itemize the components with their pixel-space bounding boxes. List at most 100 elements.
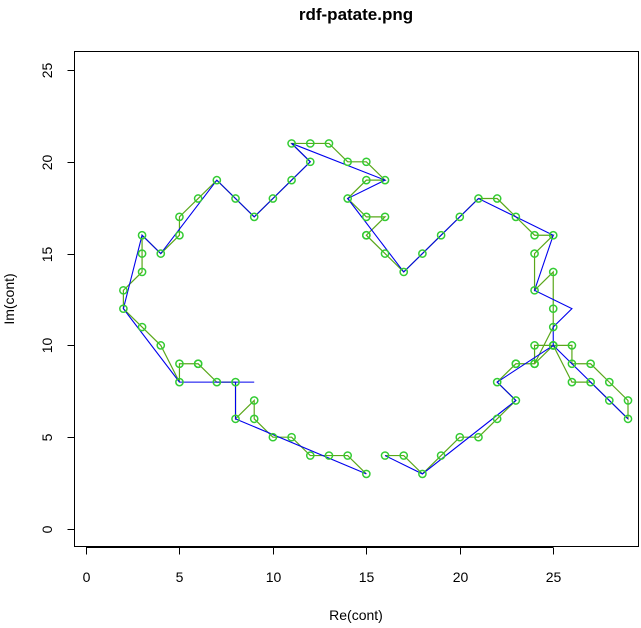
contour-point: [175, 212, 184, 222]
contour-point: [343, 194, 353, 203]
contour-point: [399, 267, 409, 277]
contour-point: [530, 249, 539, 258]
contour-point: [455, 212, 465, 222]
contour-point: [604, 396, 614, 405]
contour-point: [361, 175, 371, 185]
contour-point: [418, 249, 427, 258]
contour-point: [212, 175, 222, 185]
contour-point: [175, 377, 184, 387]
contour-point: [324, 451, 334, 460]
x-tick-label: 15: [359, 569, 375, 585]
plot-frame-group: [74, 51, 639, 547]
series-full-contour-line: [122, 142, 629, 475]
contour-point: [343, 451, 353, 460]
contour-point: [623, 414, 633, 424]
contour-point: [156, 341, 166, 350]
contour-point: [268, 194, 278, 203]
contour-point: [399, 451, 409, 460]
contour-point: [492, 377, 502, 387]
x-tick-label: 5: [176, 569, 184, 585]
contour-point: [119, 285, 128, 295]
contour-point: [268, 432, 278, 442]
contour-point: [548, 230, 558, 240]
contour-point: [436, 230, 446, 240]
contour-point: [548, 304, 558, 314]
contour-point: [548, 267, 558, 277]
series-layer: [119, 139, 633, 479]
contour-point: [623, 396, 633, 405]
contour-point: [511, 396, 521, 405]
y-tick-label: 10: [39, 338, 55, 354]
contour-point: [380, 175, 390, 185]
contour-point: [474, 194, 483, 203]
y-tick-label: 20: [39, 155, 55, 171]
contour-point: [548, 341, 558, 350]
contour-point: [567, 377, 577, 387]
contour-point: [175, 230, 184, 240]
y-axis: 0 5 10 15 20 25: [39, 63, 75, 533]
plot-frame: [74, 51, 639, 547]
series-approx-contour-line: [122, 142, 629, 475]
contour-point: [324, 139, 334, 148]
contour-point: [511, 359, 521, 369]
contour-point: [530, 359, 539, 369]
contour-point: [249, 396, 259, 405]
contour-point: [586, 359, 595, 369]
chart-title: rdf-patate.png: [299, 5, 413, 24]
contour-point: [380, 249, 390, 258]
x-tick-label: 10: [266, 569, 282, 585]
contour-point: [175, 359, 184, 369]
contour-point: [305, 139, 315, 148]
contour-point: [604, 377, 614, 387]
contour-point: [137, 249, 147, 258]
contour-point: [548, 322, 558, 332]
contour-point: [137, 322, 147, 332]
contour-point: [343, 157, 353, 167]
contour-point: [474, 432, 483, 442]
contour-point: [231, 414, 240, 424]
contour-point: [380, 451, 390, 460]
contour-point: [361, 469, 371, 479]
contour-point: [231, 377, 240, 387]
contour-point: [361, 157, 371, 167]
contour-point: [530, 341, 539, 350]
contour-point: [436, 451, 446, 460]
contour-point: [249, 414, 259, 424]
contour-point: [212, 377, 222, 387]
x-axis-label: Re(cont): [329, 607, 383, 623]
contour-point: [231, 194, 240, 203]
x-tick-label: 0: [83, 569, 91, 585]
contour-point: [137, 267, 147, 277]
y-tick-label: 25: [39, 63, 55, 79]
y-tick-label: 0: [39, 525, 55, 533]
contour-point: [287, 432, 296, 442]
contour-point: [119, 304, 128, 314]
contour-point: [380, 212, 390, 222]
contour-point: [361, 212, 371, 222]
contour-point: [287, 175, 296, 185]
contour-point: [418, 469, 427, 479]
y-tick-label: 15: [39, 247, 55, 263]
x-tick-label: 20: [453, 569, 469, 585]
contour-point: [455, 432, 465, 442]
contour-point: [567, 341, 577, 350]
contour-point: [586, 377, 595, 387]
contour-point: [305, 451, 315, 460]
contour-point: [492, 414, 502, 424]
contour-point: [361, 230, 371, 240]
contour-point: [530, 230, 539, 240]
x-axis: 0 5 10 15 20 25: [83, 547, 562, 585]
contour-point: [193, 194, 203, 203]
y-axis-label: Im(cont): [1, 273, 17, 324]
contour-point: [567, 359, 577, 369]
contour-point: [249, 212, 259, 222]
x-tick-label: 25: [546, 569, 562, 585]
contour-point: [530, 285, 539, 295]
contour-point: [511, 212, 521, 222]
contour-point: [305, 157, 315, 167]
y-tick-label: 5: [39, 433, 55, 441]
contour-point: [287, 139, 296, 148]
contour-point: [156, 249, 166, 258]
contour-point: [492, 194, 502, 203]
